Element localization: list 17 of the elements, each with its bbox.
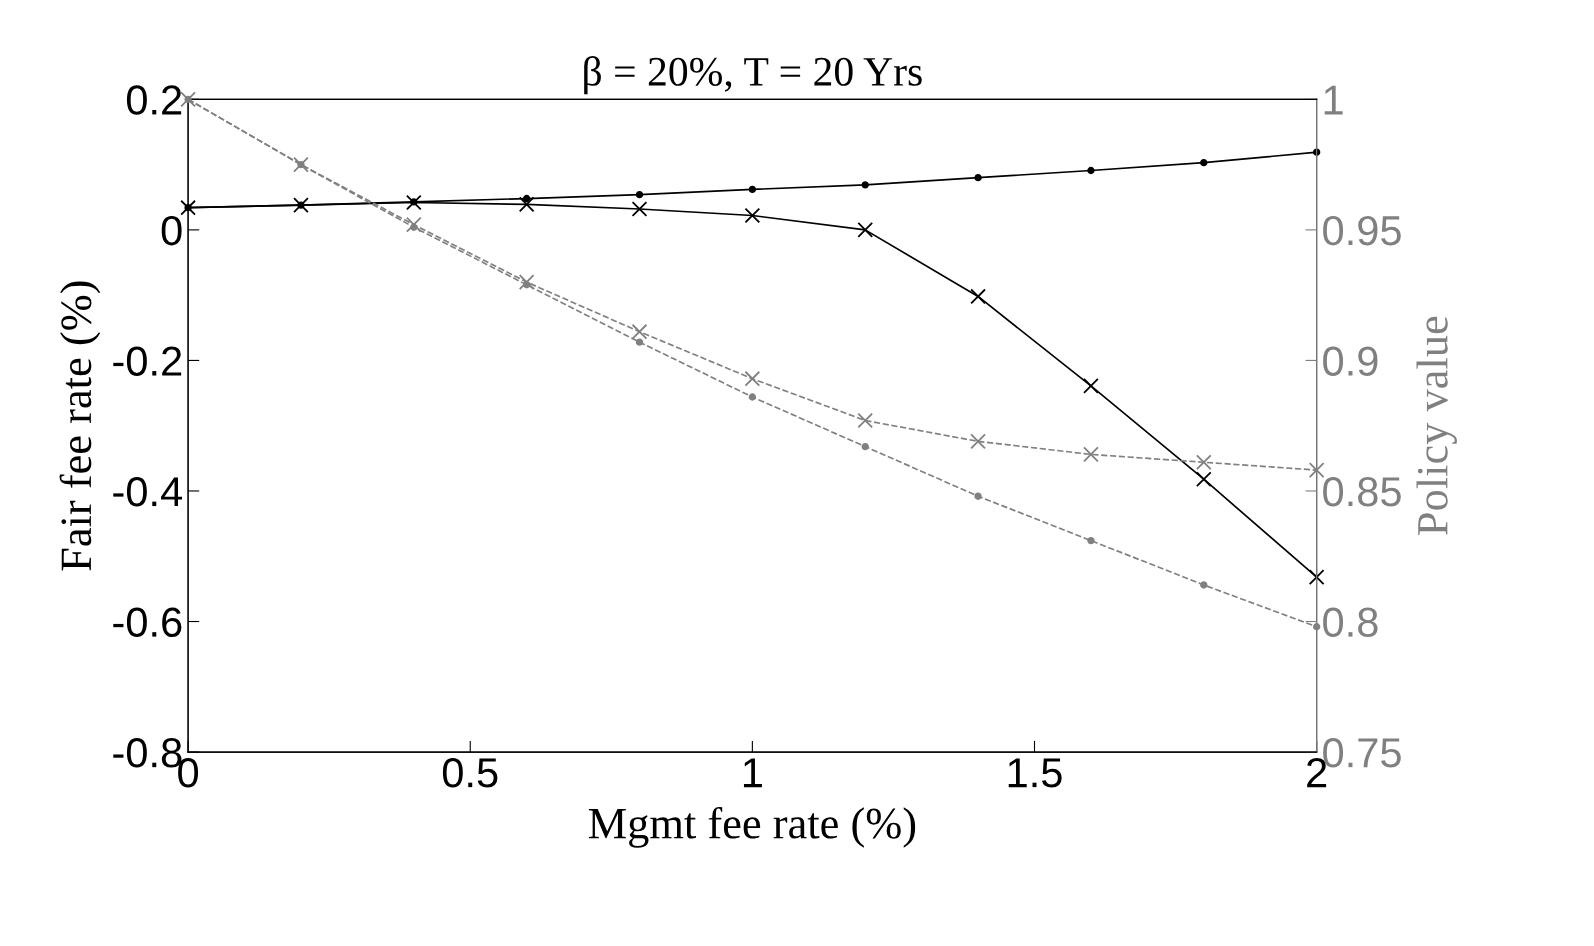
y-tick-label: -0.4 [113,476,183,507]
x-tick-label: 1 [743,758,762,788]
chart-title: β = 20%, T = 20 Yrs [584,56,922,95]
x-tick-label: 0.5 [442,758,498,788]
y-tick-label: 0.2 [126,85,182,115]
y2-tick-label: 0.9 [1323,346,1378,376]
y2-tick-label: 0.85 [1323,476,1401,507]
y2-axis-title: Policy value [1416,316,1457,535]
y2-tick-label: 0.8 [1323,607,1378,638]
y-tick-label: -0.2 [113,346,182,376]
y-axis-title: Fair fee rate (%) [59,281,101,571]
x-tick-label: 1.5 [1008,758,1062,788]
y-tick-label: 0 [161,215,182,246]
x-axis-title: Mgmt fee rate (%) [588,806,916,848]
y2-tick-label: 0.95 [1323,215,1401,246]
y-tick-label: -0.6 [113,607,182,638]
y2-tick-label: 1 [1324,85,1343,115]
